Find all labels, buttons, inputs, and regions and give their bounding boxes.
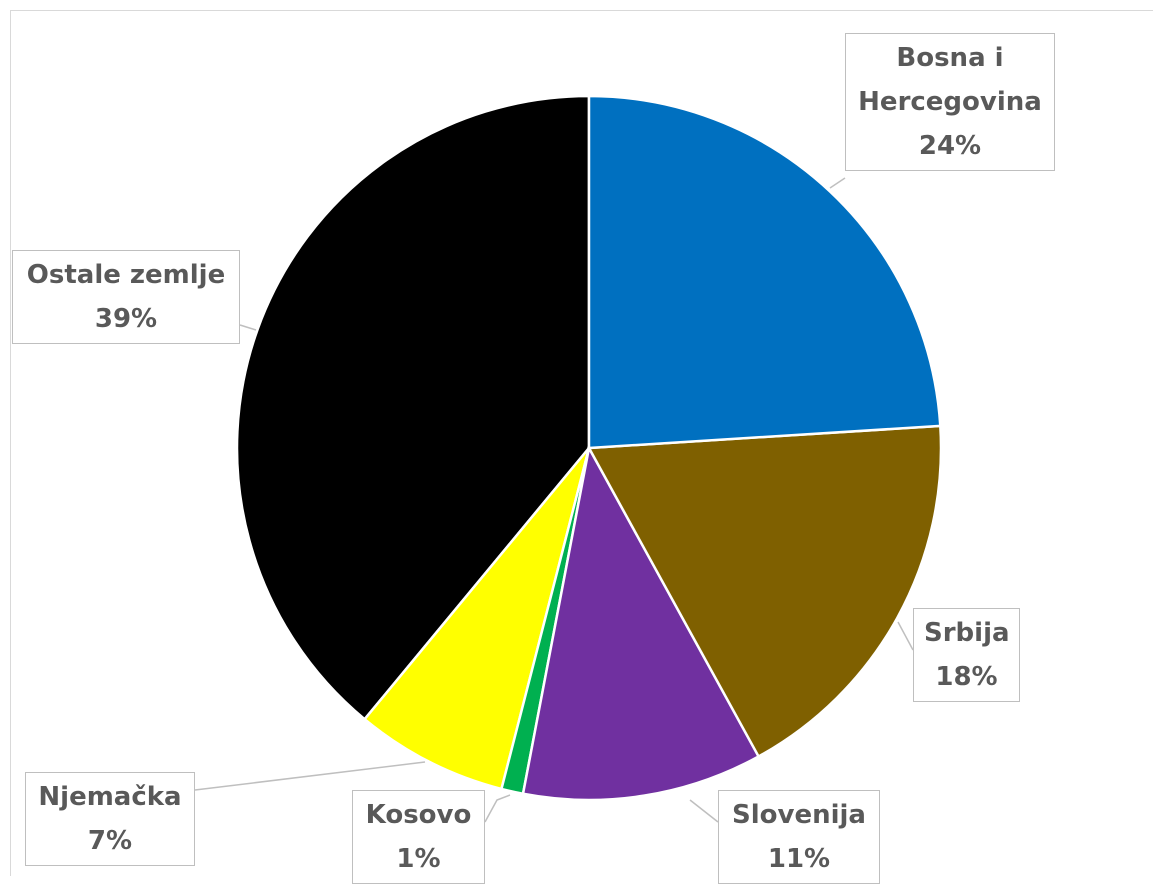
category-label: Kosovo xyxy=(365,800,472,830)
data-label: Kosovo 1% xyxy=(352,790,485,884)
value-label: 7% xyxy=(87,826,133,856)
category-label: Njemačka xyxy=(38,782,182,812)
category-label: Ostale zemlje xyxy=(26,260,226,290)
pie-slice xyxy=(586,424,943,759)
pie-slice xyxy=(362,447,591,791)
data-label: Srbija 18% xyxy=(913,608,1020,702)
leader-line xyxy=(239,324,257,331)
value-label: 11% xyxy=(767,844,831,874)
data-label: Njemačka 7% xyxy=(25,772,195,866)
pie-slice xyxy=(587,94,942,450)
pie-slice xyxy=(521,444,761,802)
category-label: Slovenija xyxy=(732,800,866,830)
chart-frame xyxy=(10,10,1153,876)
leader-line xyxy=(897,621,914,651)
leader-line xyxy=(484,794,511,823)
data-label: Bosna i Hercegovina 24% xyxy=(845,33,1055,171)
category-label: Bosna i Hercegovina xyxy=(858,43,1042,117)
leader-line xyxy=(689,799,719,823)
data-label: Slovenija 11% xyxy=(718,790,880,884)
leader-line xyxy=(829,177,846,189)
pie-slice xyxy=(235,94,591,721)
value-label: 24% xyxy=(918,131,982,161)
value-label: 1% xyxy=(396,844,441,874)
leader-lines xyxy=(194,177,914,823)
value-label: 39% xyxy=(94,304,158,334)
category-label: Srbija xyxy=(924,618,1010,648)
leader-line xyxy=(194,761,426,791)
data-label: Ostale zemlje 39% xyxy=(12,250,240,344)
value-label: 18% xyxy=(935,662,998,692)
